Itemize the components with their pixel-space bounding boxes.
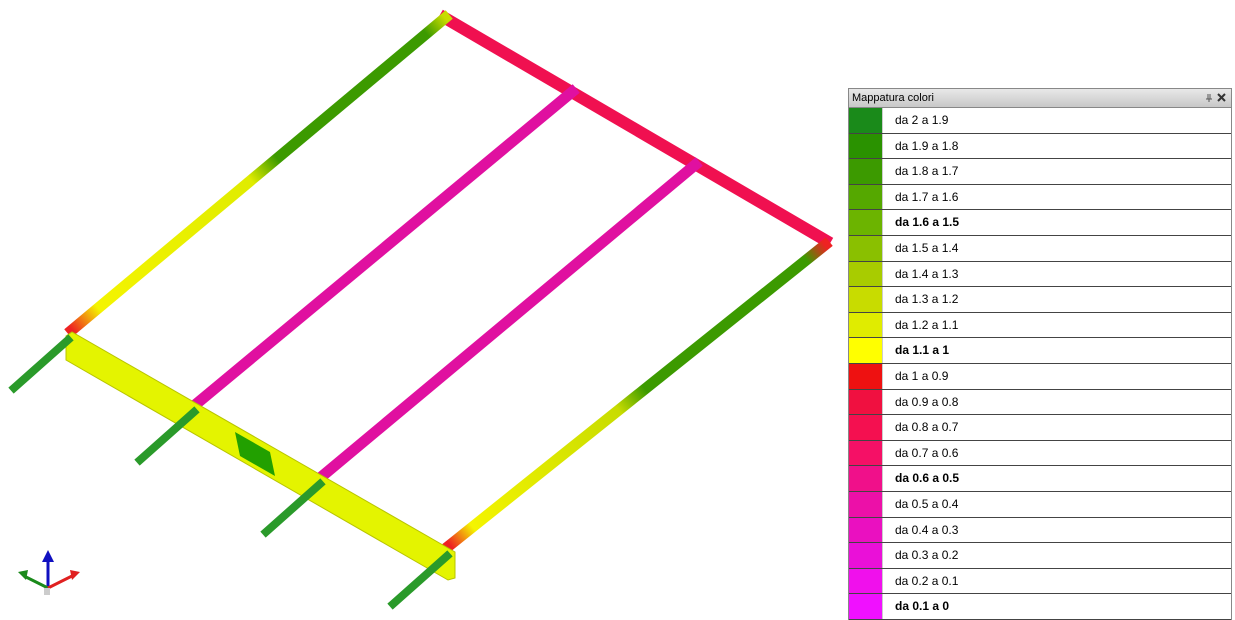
beam [195, 92, 572, 405]
color-map-row[interactable]: da 0.9 a 0.8 [849, 390, 1231, 416]
color-swatch [849, 313, 883, 338]
panel-title: Mappatura colori [852, 92, 934, 104]
range-label: da 0.2 a 0.1 [883, 569, 958, 594]
beam [445, 18, 825, 240]
color-swatch [849, 543, 883, 568]
color-swatch [849, 108, 883, 133]
range-label: da 0.7 a 0.6 [883, 441, 958, 466]
stub [140, 412, 194, 460]
color-map-row[interactable]: da 1 a 0.9 [849, 364, 1231, 390]
color-swatch [849, 466, 883, 491]
color-map-row[interactable]: da 1.2 a 1.1 [849, 313, 1231, 339]
model-view [0, 0, 840, 619]
color-map-row[interactable]: da 1.8 a 1.7 [849, 159, 1231, 185]
color-swatch [849, 210, 883, 235]
stub [14, 340, 68, 388]
range-label: da 0.9 a 0.8 [883, 390, 958, 415]
color-map-row[interactable]: da 1.1 a 1 [849, 338, 1231, 364]
beam [72, 18, 445, 330]
color-map-row[interactable]: da 0.8 a 0.7 [849, 415, 1231, 441]
color-map-row[interactable]: da 0.6 a 0.5 [849, 466, 1231, 492]
range-label: da 0.1 a 0 [883, 594, 949, 619]
range-label: da 1.5 a 1.4 [883, 236, 958, 261]
color-map-row[interactable]: da 1.3 a 1.2 [849, 287, 1231, 313]
color-swatch [849, 364, 883, 389]
screen: Mappatura colori da 2 a 1.9da 1.9 a 1.8d… [0, 0, 1235, 619]
color-swatch [849, 492, 883, 517]
color-map-row[interactable]: da 1.9 a 1.8 [849, 134, 1231, 160]
range-label: da 2 a 1.9 [883, 108, 948, 133]
range-label: da 1.1 a 1 [883, 338, 949, 363]
beam [320, 165, 695, 478]
color-map-row[interactable]: da 1.6 a 1.5 [849, 210, 1231, 236]
color-map-row[interactable]: da 1.4 a 1.3 [849, 262, 1231, 288]
color-swatch [849, 159, 883, 184]
range-label: da 0.5 a 0.4 [883, 492, 958, 517]
beams [14, 18, 825, 604]
color-swatch [849, 415, 883, 440]
range-label: da 1.8 a 1.7 [883, 159, 958, 184]
color-swatch [849, 390, 883, 415]
range-label: da 1.4 a 1.3 [883, 262, 958, 287]
range-label: da 1.6 a 1.5 [883, 210, 959, 235]
range-label: da 1.9 a 1.8 [883, 134, 958, 159]
range-label: da 1.2 a 1.1 [883, 313, 958, 338]
range-label: da 1.3 a 1.2 [883, 287, 958, 312]
color-swatch [849, 134, 883, 159]
panel-buttons [1205, 92, 1227, 103]
range-label: da 0.4 a 0.3 [883, 518, 958, 543]
color-swatch [849, 236, 883, 261]
axis-triad [18, 550, 80, 595]
color-swatch [849, 594, 883, 619]
color-map-row[interactable]: da 1.5 a 1.4 [849, 236, 1231, 262]
color-swatch [849, 287, 883, 312]
color-map-row[interactable]: da 2 a 1.9 [849, 108, 1231, 134]
color-swatch [849, 338, 883, 363]
range-label: da 0.3 a 0.2 [883, 543, 958, 568]
color-swatch [849, 569, 883, 594]
color-map-row[interactable]: da 0.4 a 0.3 [849, 518, 1231, 544]
beam [450, 245, 825, 545]
color-map-row[interactable]: da 0.1 a 0 [849, 594, 1231, 620]
panel-title-bar: Mappatura colori [849, 89, 1231, 108]
color-map-row[interactable]: da 0.7 a 0.6 [849, 441, 1231, 467]
close-button[interactable] [1218, 94, 1225, 101]
color-swatch [849, 262, 883, 287]
color-map-row[interactable]: da 0.2 a 0.1 [849, 569, 1231, 595]
range-label: da 1.7 a 1.6 [883, 185, 958, 210]
range-label: da 0.8 a 0.7 [883, 415, 958, 440]
color-swatch [849, 441, 883, 466]
range-label: da 1 a 0.9 [883, 364, 948, 389]
pin-button[interactable] [1206, 94, 1212, 102]
color-map-row[interactable]: da 0.3 a 0.2 [849, 543, 1231, 569]
color-swatch [849, 518, 883, 543]
color-map-row[interactable]: da 0.5 a 0.4 [849, 492, 1231, 518]
range-label: da 0.6 a 0.5 [883, 466, 959, 491]
color-map-row[interactable]: da 1.7 a 1.6 [849, 185, 1231, 211]
color-swatch [849, 185, 883, 210]
